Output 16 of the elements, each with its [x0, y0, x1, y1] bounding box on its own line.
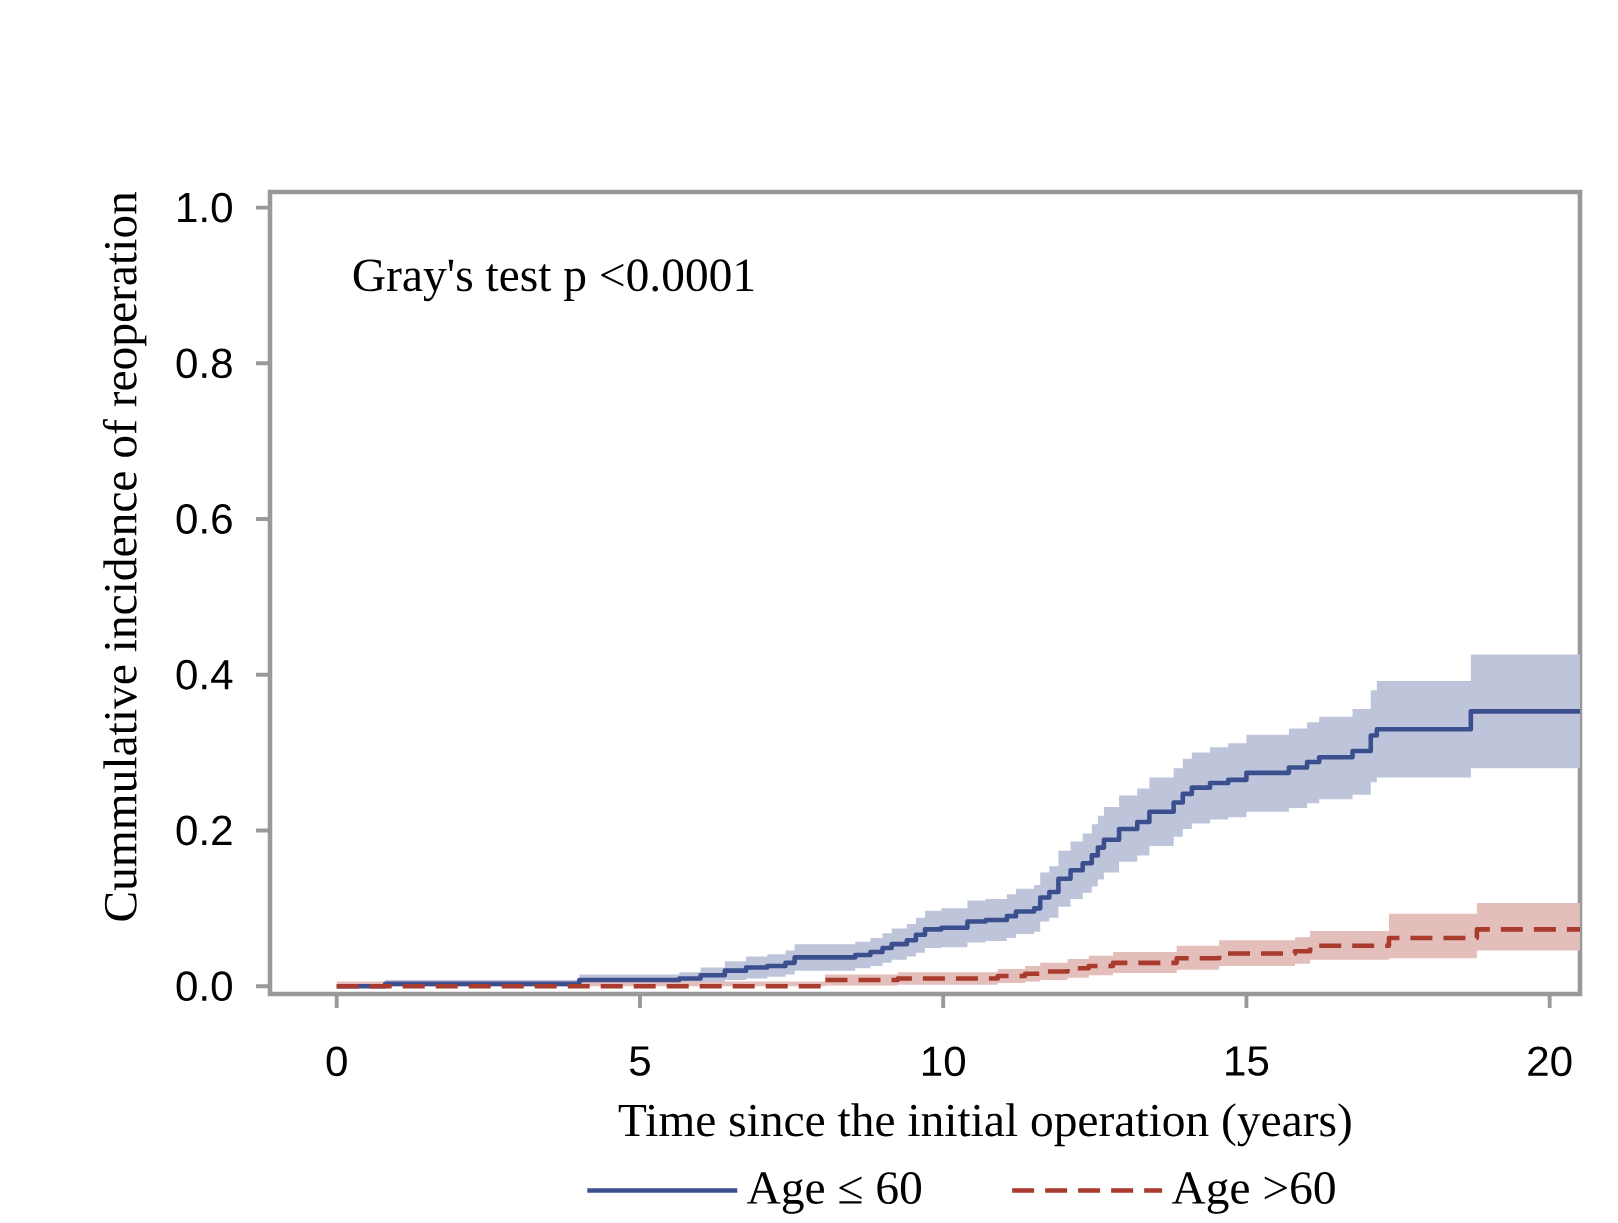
- y-tick-label: 1.0: [178, 192, 232, 223]
- y-tick-label: 0.4: [176, 659, 233, 690]
- y-tick-label: 0.8: [176, 348, 232, 379]
- x-axis-title: Time since the initial operation (years): [618, 1103, 1351, 1147]
- legend-label: Age ≤ 60: [747, 1172, 922, 1214]
- x-tick-label: 5: [629, 1046, 650, 1076]
- x-tick-label: 15: [1226, 1046, 1269, 1076]
- y-tick-label: 0.6: [176, 504, 232, 534]
- y-tick-label: 0.2: [176, 815, 232, 846]
- y-tick-label: 0.0: [176, 971, 232, 1002]
- x-tick-label: 10: [922, 1046, 966, 1077]
- x-tick-label: 20: [1528, 1046, 1572, 1077]
- legend-label: Age >60: [1171, 1172, 1335, 1214]
- annotation: Gray's test p <0.0001: [353, 259, 754, 302]
- y-axis-title: Cummulative incidence of reoperation: [102, 191, 147, 921]
- x-tick-label: 0: [326, 1046, 347, 1077]
